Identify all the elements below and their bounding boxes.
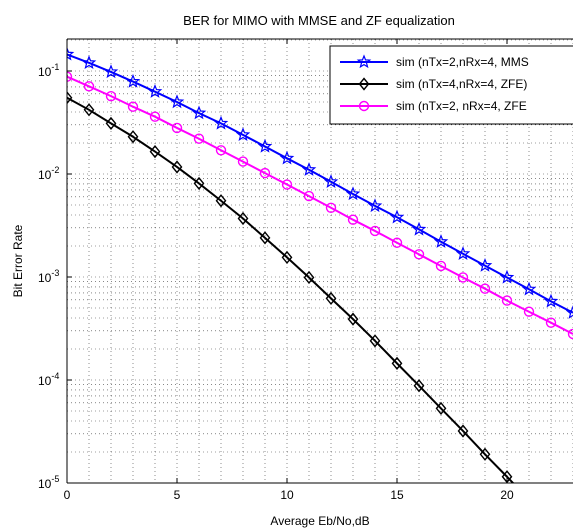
chart-title: BER for MIMO with MMSE and ZF equalizati… xyxy=(183,13,455,28)
y-tick-label: 10-3 xyxy=(38,268,59,285)
series-layer xyxy=(67,46,573,483)
data-point-circle xyxy=(237,156,249,167)
legend-entry-label: sim (nTx=2, nRx=4, ZFE xyxy=(396,99,527,113)
data-point-diamond xyxy=(127,130,139,144)
data-point-star xyxy=(356,54,372,69)
data-point-star xyxy=(323,174,339,188)
data-point-circle xyxy=(358,100,370,112)
data-point-diamond xyxy=(83,103,95,117)
data-point-diamond xyxy=(281,250,293,265)
data-point-star xyxy=(477,257,493,272)
data-point-star xyxy=(565,305,573,319)
data-point-diamond xyxy=(149,144,161,159)
data-point-circle xyxy=(105,90,117,102)
data-point-circle xyxy=(215,145,227,156)
data-point-diamond xyxy=(435,401,447,416)
grid xyxy=(67,39,573,483)
data-point-circle xyxy=(259,167,271,179)
y-tick-label: 10-1 xyxy=(38,62,59,79)
data-point-circle xyxy=(347,214,359,225)
data-point-diamond xyxy=(479,447,491,461)
data-point-diamond xyxy=(347,312,359,326)
x-tick-label: 15 xyxy=(390,488,404,502)
data-point-star xyxy=(125,73,141,88)
data-point-diamond xyxy=(171,160,183,174)
data-point-circle xyxy=(369,225,381,237)
data-point-circle xyxy=(171,122,183,134)
series-3 xyxy=(67,71,573,340)
data-point-circle xyxy=(457,272,469,283)
series-2 xyxy=(67,91,515,483)
data-point-circle xyxy=(67,71,73,82)
data-point-diamond xyxy=(303,270,315,285)
data-point-circle xyxy=(413,249,425,260)
y-tick-label: 10-4 xyxy=(38,371,59,388)
x-tick-label: 5 xyxy=(174,488,181,502)
data-point-diamond xyxy=(193,176,205,191)
x-tick-label: 10 xyxy=(280,488,294,502)
data-point-diamond xyxy=(215,194,227,208)
data-point-star xyxy=(345,186,361,201)
data-point-diamond xyxy=(391,356,403,370)
data-point-star xyxy=(81,55,97,70)
data-point-circle xyxy=(479,283,491,294)
data-point-diamond xyxy=(325,291,337,305)
data-point-diamond xyxy=(67,91,73,105)
data-point-circle xyxy=(567,328,573,340)
y-axis-label: Bit Error Rate xyxy=(11,224,25,297)
data-point-star xyxy=(367,198,383,213)
legend-entry-label: sim (nTx=4,nRx=4, ZFE) xyxy=(396,77,527,91)
y-ticks: 10-1 10-2 10-3 10-4 10-5 xyxy=(38,62,72,491)
data-point-star xyxy=(147,84,163,98)
data-point-circle xyxy=(391,237,403,248)
data-point-star xyxy=(499,269,515,284)
y-tick-label: 10-5 xyxy=(38,474,59,491)
data-point-star xyxy=(67,46,75,61)
x-axis-label: Average Eb/No,dB xyxy=(270,514,369,528)
data-point-star xyxy=(191,105,207,120)
data-point-star xyxy=(257,138,273,153)
x-tick-label: 20 xyxy=(500,488,514,502)
series-line xyxy=(67,96,515,483)
data-point-circle xyxy=(435,260,447,272)
y-tick-label: 10-2 xyxy=(38,165,59,182)
data-point-star xyxy=(521,281,537,296)
data-point-star xyxy=(543,293,559,308)
data-point-circle xyxy=(281,179,293,190)
data-point-circle xyxy=(325,202,337,213)
data-point-diamond xyxy=(457,424,469,438)
data-point-circle xyxy=(127,101,139,112)
data-point-star xyxy=(103,64,119,79)
data-point-star xyxy=(279,150,295,165)
data-point-diamond xyxy=(105,116,117,130)
data-point-circle xyxy=(545,317,557,328)
data-point-circle xyxy=(149,111,161,122)
data-point-circle xyxy=(193,133,205,144)
data-point-diamond xyxy=(259,231,271,245)
legend-entry-label: sim (nTx=2,nRx=4, MMS xyxy=(396,55,529,69)
data-point-circle xyxy=(523,306,535,317)
data-point-circle xyxy=(83,81,95,92)
x-ticks: 0 5 10 15 20 xyxy=(64,39,514,502)
data-point-diamond xyxy=(369,334,381,348)
data-point-diamond xyxy=(413,379,425,393)
axes xyxy=(66,38,573,484)
data-point-diamond xyxy=(237,211,249,226)
data-point-star xyxy=(213,115,229,130)
data-point-star xyxy=(411,221,427,236)
data-point-star xyxy=(389,209,405,224)
data-point-star xyxy=(433,234,449,248)
data-point-circle xyxy=(303,190,315,202)
legend: sim (nTx=2,nRx=4, MMS sim (nTx=4,nRx=4, Z… xyxy=(329,45,573,125)
data-point-star xyxy=(235,127,251,142)
data-point-star xyxy=(455,246,471,260)
series-1 xyxy=(67,46,573,319)
data-point-star xyxy=(301,162,317,176)
data-point-circle xyxy=(501,295,513,306)
x-tick-label: 0 xyxy=(64,488,71,502)
data-point-star xyxy=(169,94,185,109)
data-point-diamond xyxy=(358,77,370,91)
